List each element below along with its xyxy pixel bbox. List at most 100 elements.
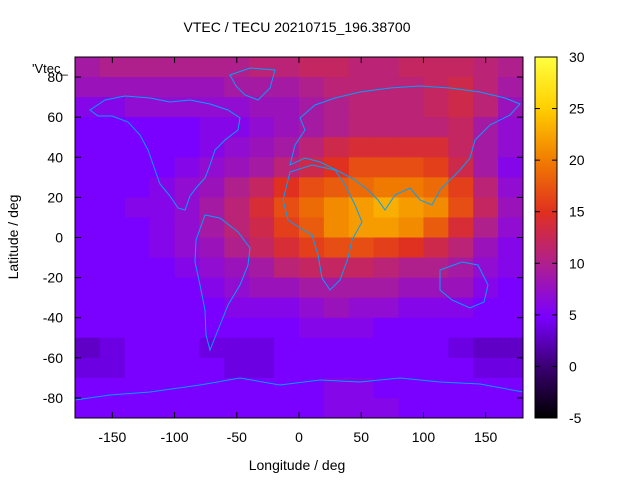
heatmap-cell xyxy=(274,397,300,418)
heatmap-cell xyxy=(174,377,201,399)
heatmap-cell xyxy=(299,337,325,359)
heatmap-cell xyxy=(249,337,275,359)
heatmap-cell xyxy=(99,377,126,399)
heatmap-cell xyxy=(249,237,275,259)
heatmap-cell xyxy=(473,77,499,98)
heatmap-cell xyxy=(373,377,400,399)
heatmap-cell xyxy=(75,177,101,198)
heatmap-cell xyxy=(373,357,400,379)
heatmap-cell xyxy=(348,297,375,319)
heatmap-cell xyxy=(348,217,375,239)
heatmap-cell xyxy=(423,277,449,299)
heatmap-cell xyxy=(274,97,300,118)
colorbar-tick-label: 25 xyxy=(569,101,585,117)
heatmap-cell xyxy=(348,117,375,138)
heatmap-cell xyxy=(124,337,151,359)
colorbar-tick-label: 20 xyxy=(569,152,585,168)
heatmap-cell xyxy=(423,337,449,359)
heatmap-cell xyxy=(174,357,201,379)
heatmap-cell xyxy=(323,237,350,259)
heatmap-cell xyxy=(348,137,375,158)
heatmap-cell xyxy=(323,317,350,339)
heatmap-cell xyxy=(249,197,275,219)
heatmap-cell xyxy=(423,257,449,279)
heatmap-cell xyxy=(398,357,425,379)
heatmap-cell xyxy=(75,197,101,219)
heatmap-cell xyxy=(75,397,101,418)
heatmap-cell xyxy=(224,357,250,379)
heatmap-cell xyxy=(249,177,275,198)
heatmap-cell xyxy=(373,397,400,418)
heatmap-cell xyxy=(348,177,375,198)
y-tick-label: 80 xyxy=(47,69,63,85)
x-ticks: -150 -100 -50 0 50 100 150 xyxy=(98,57,498,445)
heatmap-cell xyxy=(473,157,499,178)
heatmap-cell xyxy=(199,357,225,379)
heatmap-cell xyxy=(124,177,151,198)
heatmap-cell xyxy=(99,357,126,379)
heatmap-cell xyxy=(199,217,225,239)
heatmap-cell xyxy=(348,77,375,98)
heatmap-cell xyxy=(124,277,151,299)
heatmap-cell xyxy=(348,257,375,279)
heatmap-cell xyxy=(149,317,176,339)
heatmap-cell xyxy=(323,97,350,118)
heatmap-cell xyxy=(498,337,523,359)
heatmap-cell xyxy=(423,357,449,379)
heatmap-cell xyxy=(323,297,350,319)
heatmap-cell xyxy=(398,117,425,138)
heatmap-cell xyxy=(448,397,474,418)
coastline-north-america xyxy=(89,95,241,211)
coastline-south-america xyxy=(194,214,251,352)
heatmap-cell xyxy=(448,157,474,178)
heatmap-cell xyxy=(398,97,425,118)
heatmap-cell xyxy=(199,177,225,198)
heatmap-cell xyxy=(174,237,201,259)
heatmap-cell xyxy=(448,77,474,98)
heatmap-cell xyxy=(224,397,250,418)
heatmap-cell xyxy=(124,357,151,379)
heatmap-cell xyxy=(224,377,250,399)
heatmap-cell xyxy=(373,57,400,78)
heatmap-cell xyxy=(124,117,151,138)
heatmap-cell xyxy=(299,77,325,98)
heatmap-cell xyxy=(75,317,101,339)
heatmap-cell xyxy=(448,177,474,198)
heatmap-cell xyxy=(398,177,425,198)
heatmap-cell xyxy=(274,157,300,178)
heatmap-cell xyxy=(174,177,201,198)
heatmap-cell xyxy=(448,357,474,379)
heatmap-cell xyxy=(398,237,425,259)
heatmap-cell xyxy=(75,377,101,399)
coastlines xyxy=(75,67,523,401)
heatmap-cell xyxy=(323,57,350,78)
heatmap-cell xyxy=(423,97,449,118)
heatmap-cell xyxy=(174,137,201,158)
heatmap-cell xyxy=(423,377,449,399)
heatmap-cell xyxy=(498,397,523,418)
heatmap-cell xyxy=(398,157,425,178)
heatmap-cell xyxy=(224,217,250,239)
heatmap-cell xyxy=(199,237,225,259)
heatmap-cell xyxy=(373,277,400,299)
heatmap-cell xyxy=(473,297,499,319)
heatmap-cell xyxy=(99,117,126,138)
heatmap-cell xyxy=(323,357,350,379)
heatmap-cell xyxy=(448,317,474,339)
heatmap-cell xyxy=(75,157,101,178)
y-tick-label: 0 xyxy=(55,230,63,246)
heatmap-cell xyxy=(373,217,400,239)
heatmap-cell xyxy=(423,177,449,198)
heatmap-cell xyxy=(373,297,400,319)
heatmap-cell xyxy=(299,257,325,279)
heatmap-cell xyxy=(398,277,425,299)
heatmap-cell xyxy=(348,97,375,118)
x-axis-label: Longitude / deg xyxy=(249,457,346,473)
heatmap-cell xyxy=(473,97,499,118)
heatmap-cell xyxy=(249,397,275,418)
heatmap-cells xyxy=(75,57,523,418)
heatmap-cell xyxy=(323,117,350,138)
x-tick-label: -50 xyxy=(227,429,247,445)
heatmap-cell xyxy=(249,77,275,98)
